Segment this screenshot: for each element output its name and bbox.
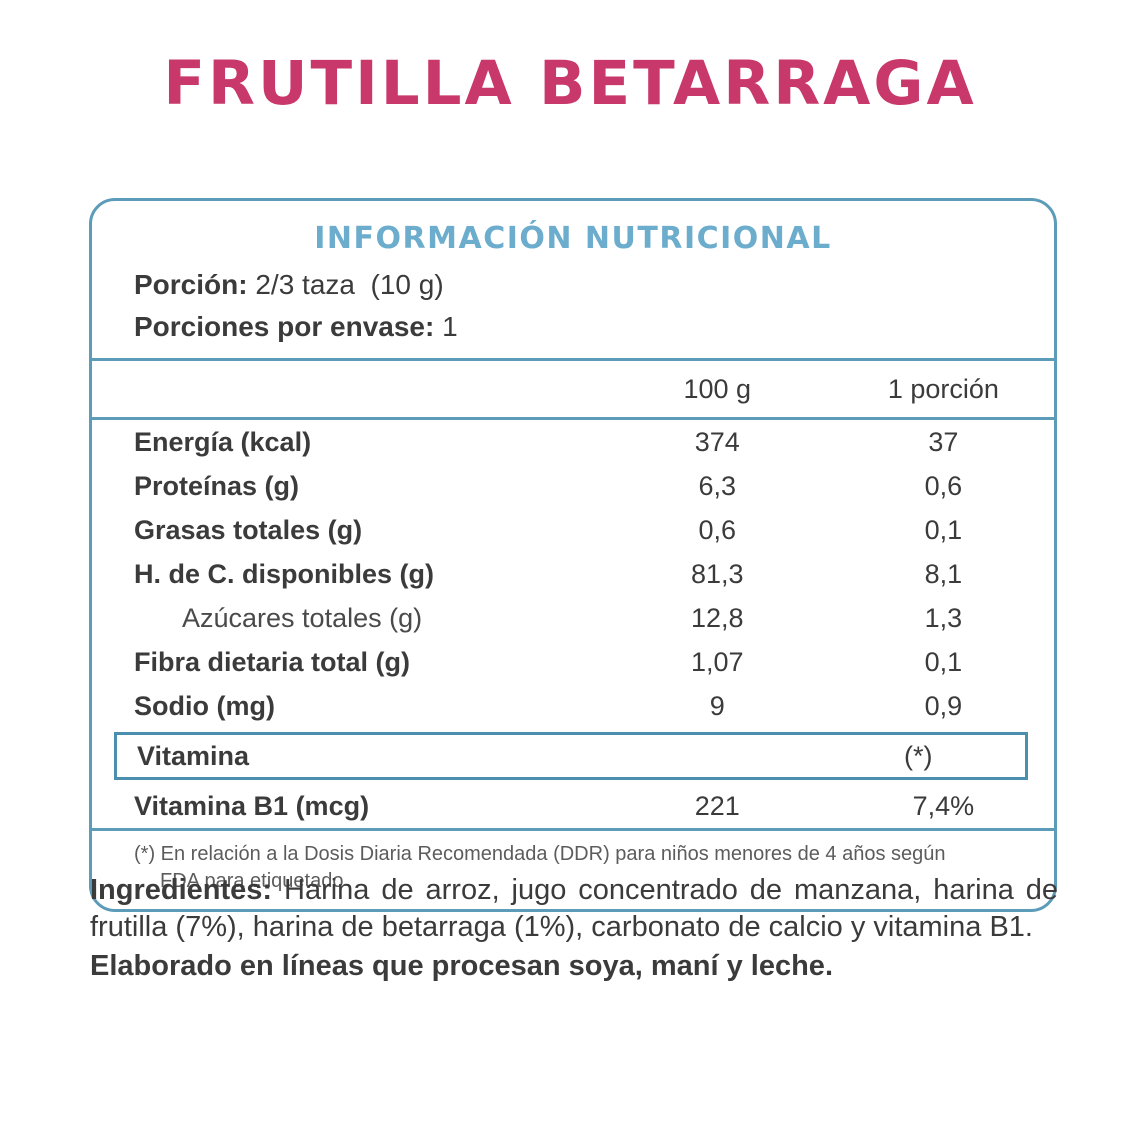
nutrient-name: Vitamina B1 (mcg): [134, 790, 370, 821]
nutrient-value-100g: 0,6: [698, 514, 737, 545]
nutrient-value-100g: 12,8: [691, 602, 744, 633]
divider-above-columns: [92, 358, 1054, 361]
servings-per-package-value: 1: [442, 311, 458, 342]
nutrient-name: Energía (kcal): [134, 426, 312, 457]
servings-spacer: [434, 311, 442, 342]
footnote-block: (*) En relación a la Dosis Diaria Recome…: [92, 831, 1054, 909]
table-row: Vitamina B1 (mcg) 221 7,4%: [92, 784, 1054, 828]
column-header-portion: 1 porción: [887, 373, 999, 404]
table-row-sub: Azúcares totales (g) 12,8 1,3: [92, 596, 1054, 640]
table-row: Grasas totales (g) 0,6 0,1: [92, 508, 1054, 552]
vitamin-highlight-wrap: Vitamina (*): [92, 732, 1054, 780]
serving-info-block: Porción: 2/3 taza (10 g) Porciones por e…: [92, 264, 1054, 358]
nutrient-value-100g: 1,07: [691, 646, 744, 677]
nutrition-table: 100 g 1 porción: [92, 361, 1054, 417]
vitamin-header-portion-asterisk: (*): [904, 740, 933, 771]
nutrient-value-100g: 81,3: [691, 558, 744, 589]
table-row: Sodio (mg) 9 0,9: [92, 684, 1054, 728]
nutrient-value-portion: 0,1: [924, 514, 963, 545]
footnote-line-1: (*) En relación a la Dosis Diaria Recome…: [134, 843, 946, 865]
column-header-100g: 100 g: [683, 373, 752, 404]
nutrient-name: Azúcares totales (g): [182, 602, 423, 633]
nutrient-name: Grasas totales (g): [134, 514, 363, 545]
table-header-row: 100 g 1 porción: [92, 361, 1054, 417]
nutrition-panel-heading: iNFORMACIÓN NUTRiCiONAL: [314, 221, 832, 256]
nutrition-facts-panel: iNFORMACIÓN NUTRiCiONAL Porción: 2/3 taz…: [89, 198, 1057, 912]
nutrient-value-100g: 221: [694, 790, 740, 821]
table-row: Fibra dietaria total (g) 1,07 0,1: [92, 640, 1054, 684]
nutrient-value-portion: 0,6: [924, 470, 963, 501]
serving-size-value-text: 2/3 taza (10 g): [255, 269, 444, 300]
vitamin-header-label: Vitamina: [137, 740, 250, 771]
nutrient-name: Fibra dietaria total (g): [134, 646, 411, 677]
nutrient-value-portion: 8,1: [924, 558, 963, 589]
footnote-line-2: FDA para etiquetado: [160, 870, 344, 892]
divider-below-columns: [92, 417, 1054, 420]
vitamin-values-table: Vitamina B1 (mcg) 221 7,4%: [92, 784, 1054, 828]
nutrient-value-portion: 1,3: [924, 602, 963, 633]
nutrient-value-portion: 0,9: [924, 690, 963, 721]
ingredients-paragraph: Ingredientes: Harina de arroz, jugo conc…: [90, 872, 1058, 946]
nutrient-name: H. de C. disponibles (g): [134, 558, 435, 589]
servings-per-package-row: Porciones por envase: 1: [134, 306, 1054, 348]
page-title: FRUTiLLA BETARRAGA: [163, 48, 977, 119]
nutrient-value-100g: 374: [694, 426, 740, 457]
servings-per-package-label: Porciones por envase:: [134, 311, 435, 342]
serving-size-row: Porción: 2/3 taza (10 g): [134, 264, 1054, 306]
nutrient-value-portion: 7,4%: [912, 790, 975, 821]
nutrient-value-100g: 9: [709, 690, 725, 721]
nutrition-values-table: Energía (kcal) 374 37 Proteínas (g) 6,3 …: [92, 420, 1054, 728]
ingredients-block: Ingredientes: Harina de arroz, jugo conc…: [90, 872, 1058, 985]
allergen-note: Elaborado en líneas que procesan soya, m…: [90, 950, 833, 982]
nutrient-value-portion: 37: [928, 426, 959, 457]
nutrient-name: Proteínas (g): [134, 470, 300, 501]
table-row: Energía (kcal) 374 37: [92, 420, 1054, 464]
nutrient-name: Sodio (mg): [134, 690, 275, 721]
table-row: H. de C. disponibles (g) 81,3 8,1: [92, 552, 1054, 596]
column-header-nutrient: [92, 361, 602, 417]
serving-size-label: Porción:: [134, 269, 248, 300]
nutrient-value-100g: 6,3: [698, 470, 737, 501]
divider-above-footnote: [92, 828, 1054, 831]
vitamin-header-row: Vitamina (*): [114, 732, 1028, 780]
ingredients-text: Harina de arroz, jugo concentrado de man…: [90, 874, 1058, 943]
table-row: Proteínas (g) 6,3 0,6: [92, 464, 1054, 508]
ingredients-label: Ingredientes:: [90, 874, 273, 906]
nutrient-value-portion: 0,1: [924, 646, 963, 677]
